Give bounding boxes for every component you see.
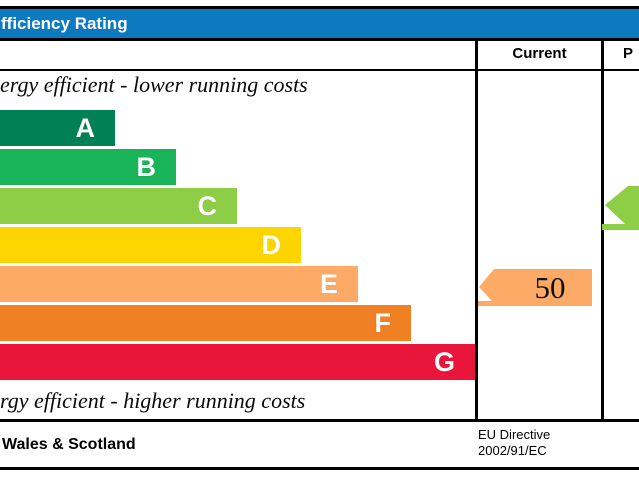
- efficient-note-bottom: rgy efficient - higher running costs: [0, 388, 306, 413]
- band-a-bar: A: [0, 110, 115, 146]
- current-column-header: Current: [512, 45, 567, 62]
- current-column-divider: [475, 38, 478, 422]
- band-d-letter: D: [261, 230, 282, 260]
- footer-bottom-line: [0, 467, 639, 470]
- band-b-bar: B: [0, 149, 176, 185]
- band-e-letter: E: [319, 269, 338, 299]
- current-rating-value: 50: [534, 270, 566, 305]
- band-e-bar: E: [0, 266, 358, 302]
- band-f-letter: F: [374, 308, 392, 338]
- potential-column-header: P: [623, 45, 634, 62]
- efficient-note-top: ergy efficient - lower running costs: [0, 72, 308, 97]
- chart-title: fficiency Rating: [1, 14, 128, 33]
- band-c-bar: C: [0, 188, 237, 224]
- band-f-bar: F: [0, 305, 411, 341]
- band-g-letter: G: [433, 347, 455, 377]
- title-bottom-line: [0, 38, 639, 41]
- potential-arrow: [602, 186, 639, 230]
- chart-bottom-line: [0, 419, 639, 422]
- band-b-letter: B: [136, 152, 157, 182]
- header-bottom-line: [0, 69, 639, 71]
- top-border-line: [0, 6, 639, 9]
- band-a-letter: A: [75, 113, 96, 143]
- band-d-bar: D: [0, 227, 301, 263]
- eu-directive-line1: EU Directive: [478, 427, 551, 442]
- eu-directive-line2: 2002/91/EC: [478, 443, 547, 458]
- eu-directive-label: EU Directive 2002/91/EC: [478, 427, 550, 459]
- footer-region-label: Wales & Scotland: [2, 436, 136, 453]
- band-c-letter: C: [197, 191, 218, 221]
- title-bar: fficiency Rating: [0, 9, 639, 38]
- band-g-bar: G: [0, 344, 475, 380]
- current-arrow: [478, 269, 592, 306]
